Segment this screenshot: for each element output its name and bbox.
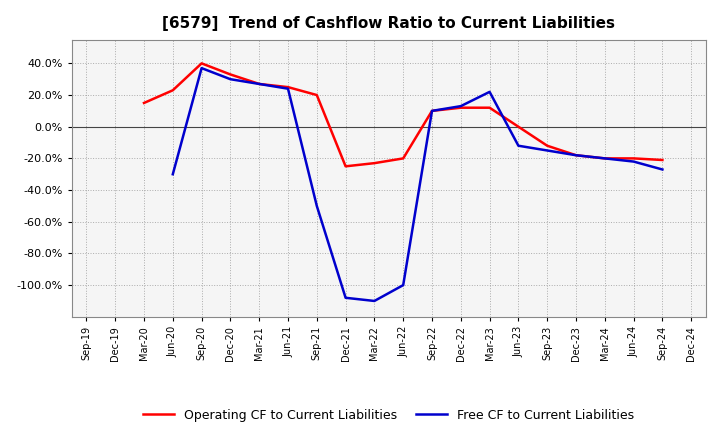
Operating CF to Current Liabilities: [658, 158, 667, 163]
Operating CF to Current Liabilities: [284, 84, 292, 90]
Free CF to Current Liabilities: [428, 108, 436, 114]
Line: Free CF to Current Liabilities: Free CF to Current Liabilities: [173, 68, 662, 301]
Free CF to Current Liabilities: [255, 81, 264, 87]
Line: Operating CF to Current Liabilities: Operating CF to Current Liabilities: [144, 63, 662, 166]
Operating CF to Current Liabilities: [514, 124, 523, 129]
Operating CF to Current Liabilities: [600, 156, 609, 161]
Legend: Operating CF to Current Liabilities, Free CF to Current Liabilities: Operating CF to Current Liabilities, Fre…: [138, 404, 639, 427]
Free CF to Current Liabilities: [456, 103, 465, 109]
Free CF to Current Liabilities: [658, 167, 667, 172]
Operating CF to Current Liabilities: [140, 100, 148, 106]
Free CF to Current Liabilities: [284, 86, 292, 92]
Operating CF to Current Liabilities: [341, 164, 350, 169]
Free CF to Current Liabilities: [600, 156, 609, 161]
Operating CF to Current Liabilities: [543, 143, 552, 148]
Operating CF to Current Liabilities: [428, 108, 436, 114]
Free CF to Current Liabilities: [370, 298, 379, 304]
Title: [6579]  Trend of Cashflow Ratio to Current Liabilities: [6579] Trend of Cashflow Ratio to Curren…: [162, 16, 616, 32]
Free CF to Current Liabilities: [197, 66, 206, 71]
Operating CF to Current Liabilities: [312, 92, 321, 98]
Free CF to Current Liabilities: [341, 295, 350, 301]
Operating CF to Current Liabilities: [399, 156, 408, 161]
Free CF to Current Liabilities: [543, 148, 552, 153]
Operating CF to Current Liabilities: [629, 156, 638, 161]
Operating CF to Current Liabilities: [370, 161, 379, 166]
Free CF to Current Liabilities: [572, 153, 580, 158]
Free CF to Current Liabilities: [168, 172, 177, 177]
Operating CF to Current Liabilities: [485, 105, 494, 110]
Operating CF to Current Liabilities: [456, 105, 465, 110]
Free CF to Current Liabilities: [226, 77, 235, 82]
Operating CF to Current Liabilities: [226, 72, 235, 77]
Free CF to Current Liabilities: [514, 143, 523, 148]
Free CF to Current Liabilities: [485, 89, 494, 95]
Free CF to Current Liabilities: [312, 203, 321, 209]
Free CF to Current Liabilities: [629, 159, 638, 164]
Operating CF to Current Liabilities: [197, 61, 206, 66]
Operating CF to Current Liabilities: [572, 153, 580, 158]
Free CF to Current Liabilities: [399, 282, 408, 288]
Operating CF to Current Liabilities: [255, 81, 264, 87]
Operating CF to Current Liabilities: [168, 88, 177, 93]
